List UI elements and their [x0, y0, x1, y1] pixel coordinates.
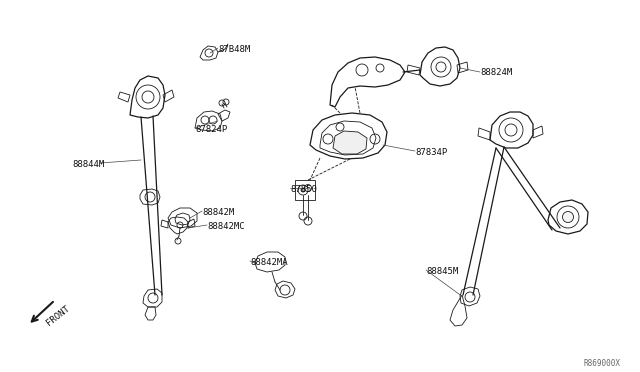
Text: 87834P: 87834P: [415, 148, 447, 157]
Text: FRONT: FRONT: [45, 304, 72, 328]
Text: 88842MC: 88842MC: [207, 222, 244, 231]
Text: 88824M: 88824M: [480, 68, 512, 77]
Ellipse shape: [563, 212, 573, 222]
Text: 88845M: 88845M: [426, 267, 458, 276]
Text: R869000X: R869000X: [583, 359, 620, 368]
Text: 88842M: 88842M: [202, 208, 234, 217]
Text: 88844M: 88844M: [72, 160, 104, 169]
Text: 88842MA: 88842MA: [250, 258, 287, 267]
Text: 87850: 87850: [290, 185, 317, 194]
Text: 87824P: 87824P: [195, 125, 227, 134]
Polygon shape: [333, 131, 367, 154]
Text: 87B48M: 87B48M: [218, 45, 250, 54]
Ellipse shape: [301, 188, 305, 192]
